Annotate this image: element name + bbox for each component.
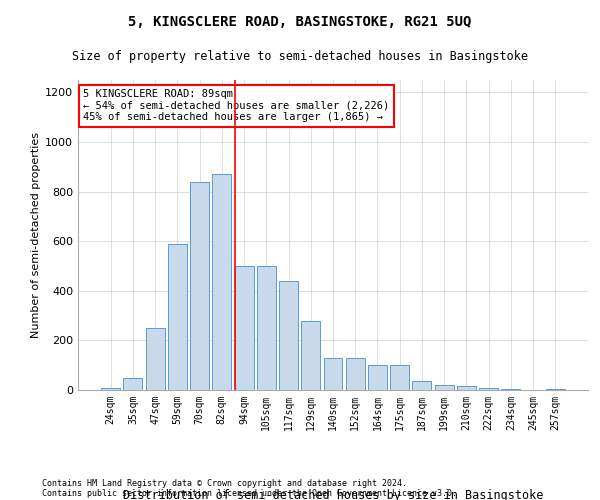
Bar [457,386,476,390]
Text: Distribution of semi-detached houses by size in Basingstoke: Distribution of semi-detached houses by … [123,489,543,500]
Bar [412,382,431,390]
Bar [546,389,565,390]
Bar [301,320,320,390]
Bar [124,378,142,390]
Bar [502,389,520,390]
Text: Contains HM Land Registry data © Crown copyright and database right 2024.: Contains HM Land Registry data © Crown c… [42,478,407,488]
Bar [101,388,120,390]
Bar [257,266,276,390]
Text: Size of property relative to semi-detached houses in Basingstoke: Size of property relative to semi-detach… [72,50,528,63]
Bar [168,244,187,390]
Bar [212,174,231,390]
Y-axis label: Number of semi-detached properties: Number of semi-detached properties [31,132,41,338]
Bar [390,365,409,390]
Bar [146,328,164,390]
Bar [190,182,209,390]
Bar [323,358,343,390]
Bar [479,388,498,390]
Bar [235,266,254,390]
Bar [435,385,454,390]
Bar [346,358,365,390]
Bar [279,281,298,390]
Text: 5, KINGSCLERE ROAD, BASINGSTOKE, RG21 5UQ: 5, KINGSCLERE ROAD, BASINGSTOKE, RG21 5U… [128,15,472,29]
Bar [368,365,387,390]
Text: Contains public sector information licensed under the Open Government Licence v3: Contains public sector information licen… [42,488,457,498]
Text: 5 KINGSCLERE ROAD: 89sqm
← 54% of semi-detached houses are smaller (2,226)
45% o: 5 KINGSCLERE ROAD: 89sqm ← 54% of semi-d… [83,90,389,122]
